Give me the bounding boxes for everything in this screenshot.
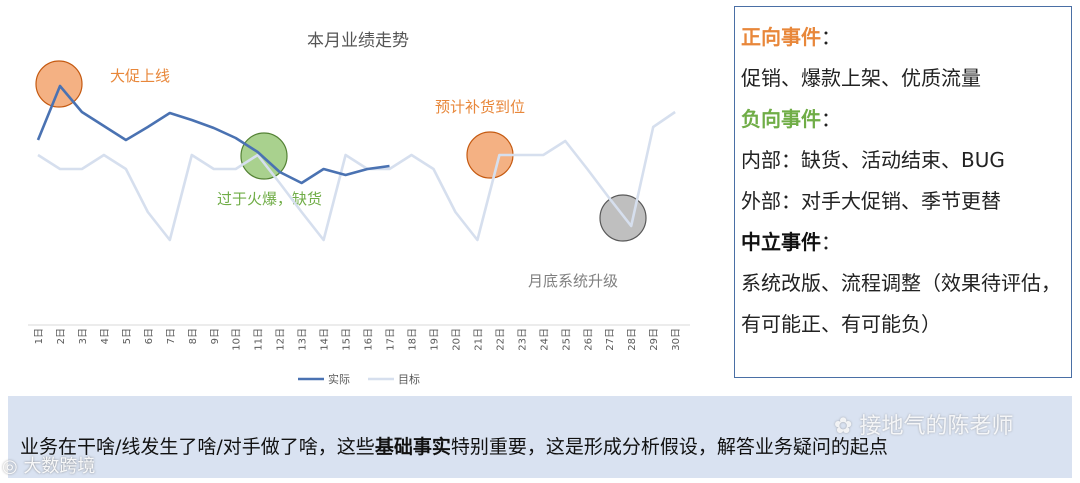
neutral-events-title: 中立事件 — [741, 230, 821, 254]
x-tick-label: 4日 — [100, 328, 111, 344]
x-tick-labels: 1日 2日 3日 4日 5日 6日 7日 8日 9日 10日 11日 12日 13日 14日 15日 16日 1… — [34, 328, 682, 351]
x-tick-label: 26日 — [583, 328, 594, 351]
series-layer — [36, 84, 676, 242]
logo-icon: ◎ — [2, 456, 24, 477]
neutral-events-heading: 中立事件： — [741, 222, 1071, 263]
summary-bar: 业务在干啥/线发生了啥/对手做了啥，这些基础事实特别重要，这是形成分析假设，解答… — [8, 396, 1072, 478]
summary-text-after: 特别重要，这是形成分析假设，解答业务疑问的起点 — [450, 436, 888, 458]
x-tick-label: 8日 — [188, 328, 199, 344]
x-tick-label: 28日 — [627, 328, 638, 351]
x-tick-label: 21日 — [473, 328, 484, 351]
annotation-label-2: 过于火爆，缺货 — [217, 190, 322, 208]
colon: ： — [821, 25, 841, 49]
x-tick-label: 5日 — [122, 328, 133, 344]
x-tick-label: 30日 — [671, 328, 682, 351]
neutral-events-items: 系统改版、流程调整（效果待评估，有可能正、有可能负） — [741, 271, 1061, 336]
colon: ： — [821, 107, 841, 131]
x-tick-label: 23日 — [517, 328, 528, 351]
positive-events-items: 促销、爆款上架、优质流量 — [741, 66, 981, 90]
x-tick-label: 11日 — [254, 328, 265, 351]
annotation-label-4: 月底系统升级 — [528, 272, 618, 290]
negative-events-heading: 负向事件： — [741, 99, 1071, 140]
x-tick-label: 1日 — [34, 328, 45, 344]
x-tick-label: 27日 — [605, 328, 616, 351]
x-tick-label: 22日 — [495, 328, 506, 351]
chart-title: 本月业绩走势 — [307, 31, 409, 51]
watermark-left: ◎ 大数跨境 — [2, 456, 96, 477]
x-tick-label: 15日 — [342, 328, 353, 351]
x-tick-label: 7日 — [166, 328, 177, 344]
x-tick-label: 9日 — [210, 328, 221, 344]
x-tick-label: 12日 — [276, 328, 287, 351]
x-tick-label: 16日 — [364, 328, 375, 351]
summary-text-before: 业务在干啥/线发生了啥/对手做了啥，这些 — [20, 436, 375, 458]
x-tick-label: 3日 — [78, 328, 89, 344]
x-tick-label: 13日 — [298, 328, 309, 351]
positive-events-title: 正向事件 — [741, 25, 821, 49]
x-tick-label: 19日 — [429, 328, 440, 351]
x-tick-label: 14日 — [320, 328, 331, 351]
summary-text: 业务在干啥/线发生了啥/对手做了啥，这些基础事实特别重要，这是形成分析假设，解答… — [20, 432, 888, 459]
x-tick-label: 2日 — [56, 328, 67, 344]
annotation-label-1: 大促上线 — [110, 67, 170, 85]
series-line-actual — [36, 84, 390, 185]
annotation-marker-4 — [599, 194, 647, 242]
legend: 实际 目标 — [298, 372, 420, 386]
legend-label-target: 目标 — [398, 372, 420, 386]
annotation-marker-1 — [35, 60, 83, 108]
x-tick-label: 20日 — [451, 328, 462, 351]
x-tick-label: 17日 — [386, 328, 397, 351]
x-tick-label: 10日 — [232, 328, 243, 351]
x-tick-label: 25日 — [561, 328, 572, 351]
negative-events-title: 负向事件 — [741, 107, 821, 131]
summary-text-bold: 基础事实 — [374, 436, 451, 458]
wechat-icon: ✿ — [834, 414, 860, 439]
negative-events-external: 外部：对手大促销、季节更替 — [741, 189, 1001, 213]
series-line-target — [37, 110, 676, 242]
legend-label-actual: 实际 — [328, 372, 350, 386]
x-tick-label: 18日 — [407, 328, 418, 351]
annotation-label-3: 预计补货到位 — [435, 98, 525, 116]
events-panel: 正向事件： 促销、爆款上架、优质流量 负向事件： 内部：缺货、活动结束、BUG … — [734, 6, 1072, 378]
negative-events-internal: 内部：缺货、活动结束、BUG — [741, 148, 1005, 172]
x-tick-label: 24日 — [539, 328, 550, 351]
watermark-right: ✿ 接地气的陈老师 — [834, 414, 1014, 439]
colon: ： — [821, 230, 841, 254]
x-tick-label: 29日 — [649, 328, 660, 351]
positive-events-heading: 正向事件： — [741, 17, 1071, 58]
x-tick-label: 6日 — [144, 328, 155, 344]
